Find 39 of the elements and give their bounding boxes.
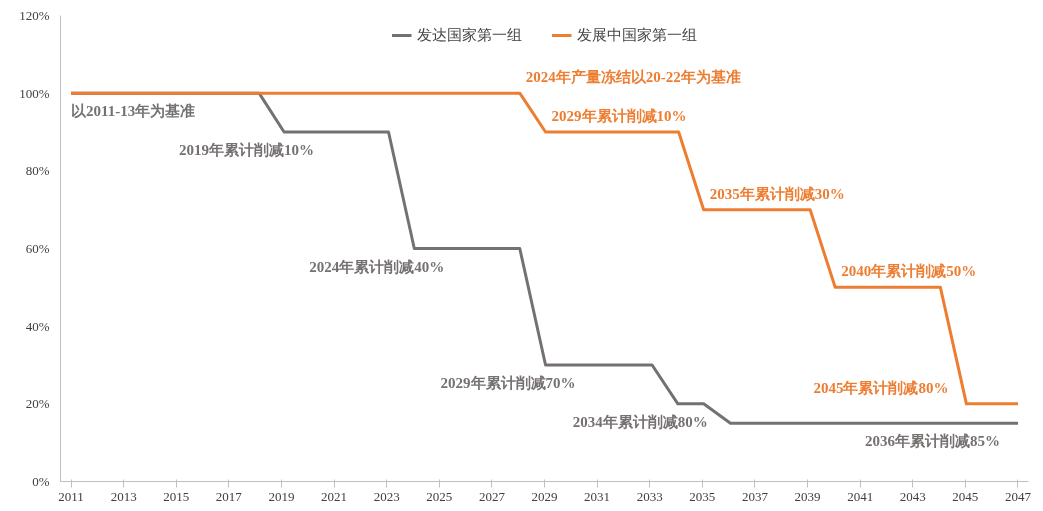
annotation: 2040年累计削减50% <box>841 263 977 280</box>
x-tick-label: 2037 <box>741 488 769 504</box>
y-tick-label: 80% <box>25 163 50 179</box>
y-tick-label: 20% <box>25 396 50 412</box>
annotation: 2024年累计削减40% <box>309 258 445 275</box>
x-tick-label: 2017 <box>215 488 243 504</box>
x-tick-label: 2031 <box>584 488 611 504</box>
y-tick-label: 60% <box>25 241 50 256</box>
x-tick-label: 2019 <box>268 488 295 504</box>
x-tick-label: 2027 <box>478 488 506 504</box>
annotation: 2034年累计削减80% <box>572 413 708 430</box>
legend-label: 发展中国家第一组 <box>576 25 697 45</box>
legend-label: 发达国家第一组 <box>416 25 522 45</box>
annotation: 2045年累计削减80% <box>813 379 949 396</box>
x-tick-label: 2021 <box>321 488 348 504</box>
x-tick-label: 2023 <box>373 488 400 504</box>
annotation: 2019年累计削减10% <box>179 142 315 158</box>
x-tick-label: 2045 <box>952 488 979 504</box>
x-tick-label: 2011 <box>58 488 84 504</box>
x-tick-label: 2043 <box>899 488 926 504</box>
annotation: 2036年累计削减85% <box>864 433 1000 450</box>
y-tick-label: 120% <box>19 8 50 23</box>
annotation: 2024年产量冻结以20-22年为基准 <box>525 69 741 86</box>
x-tick-label: 2015 <box>163 488 190 504</box>
x-tick-label: 2035 <box>689 488 716 504</box>
annotation: 2035年累计削减30% <box>709 185 845 202</box>
x-tick-label: 2025 <box>426 488 453 504</box>
y-tick-label: 100% <box>19 85 50 101</box>
x-tick-label: 2033 <box>636 488 663 504</box>
x-tick-label: 2039 <box>794 488 821 504</box>
y-tick-label: 0% <box>32 474 50 489</box>
x-tick-label: 2029 <box>531 488 558 504</box>
annotation: 以2011-13年为基准 <box>71 103 196 120</box>
annotation: 2029年累计削减70% <box>440 375 576 391</box>
x-tick-label: 2013 <box>110 488 137 504</box>
y-tick-label: 40% <box>25 318 50 334</box>
x-tick-label: 2047 <box>1004 488 1032 504</box>
x-tick-label: 2041 <box>847 488 874 504</box>
annotation: 2029年累计削减10% <box>551 108 687 124</box>
